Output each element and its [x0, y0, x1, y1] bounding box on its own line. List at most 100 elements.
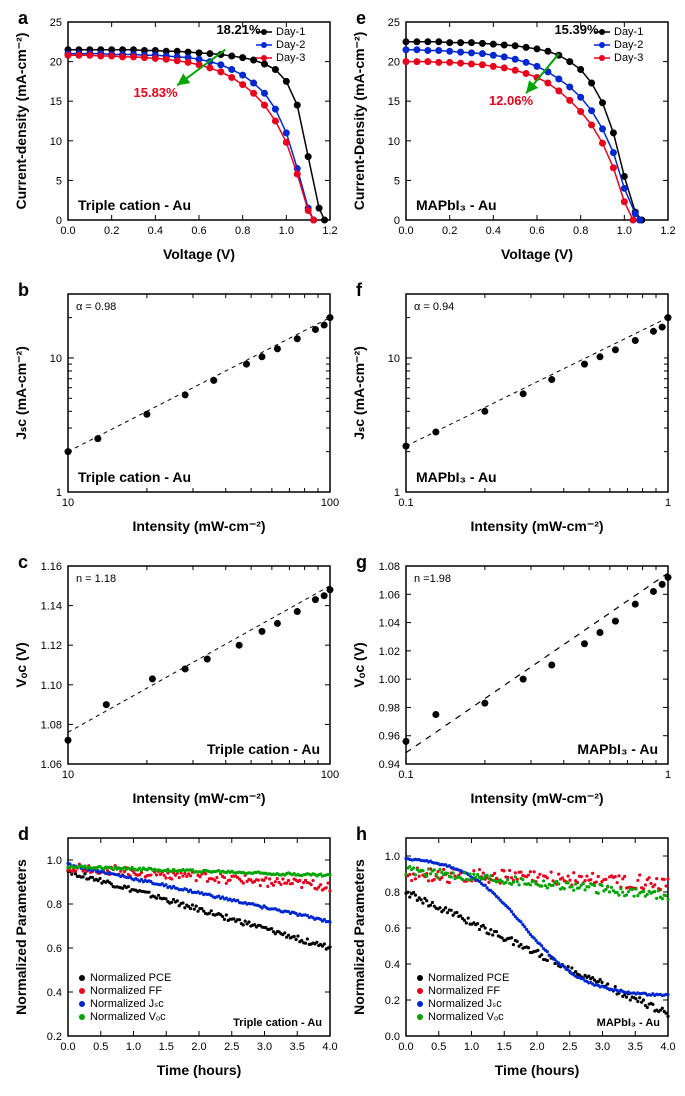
svg-text:0.0: 0.0 [60, 1041, 75, 1053]
svg-text:0: 0 [56, 215, 62, 227]
svg-text:1.08: 1.08 [41, 719, 62, 731]
svg-text:0.2: 0.2 [47, 1031, 62, 1043]
svg-text:Normalized Parameters: Normalized Parameters [351, 859, 367, 1015]
svg-text:Triple cation - Au: Triple cation - Au [78, 469, 191, 485]
svg-text:3.5: 3.5 [290, 1041, 305, 1053]
svg-text:1: 1 [394, 487, 400, 499]
svg-text:Vₒᴄ (V): Vₒᴄ (V) [351, 642, 367, 687]
svg-text:d: d [18, 826, 29, 844]
svg-text:Jₛᴄ (mA-cm⁻²): Jₛᴄ (mA-cm⁻²) [13, 346, 29, 440]
svg-text:Normalized Parameters: Normalized Parameters [13, 859, 29, 1015]
svg-text:1.5: 1.5 [159, 1041, 174, 1053]
svg-text:3.0: 3.0 [257, 1041, 272, 1053]
svg-text:0.1: 0.1 [398, 497, 413, 509]
svg-text:100: 100 [321, 769, 339, 781]
svg-text:1.02: 1.02 [379, 646, 400, 658]
svg-text:2.5: 2.5 [562, 1041, 577, 1053]
svg-text:MAPbI₃ - Au: MAPbI₃ - Au [597, 1017, 660, 1029]
svg-text:3.0: 3.0 [595, 1041, 610, 1053]
svg-text:10: 10 [388, 136, 400, 148]
svg-text:1.10: 1.10 [41, 680, 62, 692]
svg-text:4.0: 4.0 [322, 1041, 337, 1053]
svg-text:0.98: 0.98 [379, 702, 400, 714]
svg-text:1.06: 1.06 [379, 589, 400, 601]
svg-text:0.1: 0.1 [398, 769, 413, 781]
svg-text:1.0: 1.0 [617, 225, 632, 237]
svg-text:1.0: 1.0 [279, 225, 294, 237]
svg-text:Day-3: Day-3 [276, 52, 305, 64]
svg-text:Time (hours): Time (hours) [495, 1062, 580, 1078]
svg-text:α = 0.98: α = 0.98 [76, 301, 116, 313]
svg-text:Jₛᴄ (mA-cm⁻²): Jₛᴄ (mA-cm⁻²) [351, 346, 367, 440]
svg-text:10: 10 [388, 353, 400, 365]
svg-text:0.0: 0.0 [60, 225, 75, 237]
panel-g: 0.110.940.960.981.001.021.041.061.08Inte… [348, 554, 678, 814]
svg-text:Day-2: Day-2 [614, 39, 643, 51]
svg-text:0.8: 0.8 [47, 899, 62, 911]
svg-text:1.06: 1.06 [41, 759, 62, 771]
svg-text:Normalized PCE: Normalized PCE [428, 972, 509, 984]
svg-text:h: h [356, 826, 367, 844]
svg-text:0.8: 0.8 [235, 225, 250, 237]
svg-text:0.8: 0.8 [573, 225, 588, 237]
svg-text:Triple cation - Au: Triple cation - Au [78, 197, 191, 213]
panel-b: 10100110Intensity (mW-cm⁻²)Jₛᴄ (mA-cm⁻²)… [10, 282, 340, 542]
svg-text:Voltage (V): Voltage (V) [501, 246, 573, 262]
panel-f: 0.11110Intensity (mW-cm⁻²)Jₛᴄ (mA-cm⁻²)α… [348, 282, 678, 542]
svg-text:MAPbI₃ - Au: MAPbI₃ - Au [416, 469, 497, 485]
figure-grid: 0.00.20.40.60.81.01.20510152025Voltage (… [10, 10, 675, 1086]
svg-text:Triple cation - Au: Triple cation - Au [233, 1017, 322, 1029]
svg-text:g: g [356, 554, 367, 572]
svg-text:MAPbI₃ - Au: MAPbI₃ - Au [577, 741, 658, 757]
svg-text:0.2: 0.2 [104, 225, 119, 237]
svg-text:0.8: 0.8 [385, 887, 400, 899]
svg-text:1.16: 1.16 [41, 561, 62, 573]
svg-text:0.0: 0.0 [398, 225, 413, 237]
svg-text:1.14: 1.14 [41, 601, 62, 613]
svg-text:3.5: 3.5 [628, 1041, 643, 1053]
svg-text:10: 10 [50, 353, 62, 365]
svg-text:1.0: 1.0 [464, 1041, 479, 1053]
svg-text:0.6: 0.6 [191, 225, 206, 237]
svg-text:1.0: 1.0 [47, 855, 62, 867]
svg-text:2.5: 2.5 [224, 1041, 239, 1053]
svg-text:10: 10 [62, 497, 74, 509]
svg-text:Triple cation - Au: Triple cation - Au [207, 741, 320, 757]
svg-text:0.94: 0.94 [379, 759, 400, 771]
svg-text:e: e [356, 10, 366, 28]
svg-text:n = 1.18: n = 1.18 [76, 573, 116, 585]
svg-text:5: 5 [394, 175, 400, 187]
svg-text:Vₒᴄ (V): Vₒᴄ (V) [13, 642, 29, 687]
svg-text:a: a [18, 10, 29, 28]
panel-c: 101001.061.081.101.121.141.16Intensity (… [10, 554, 340, 814]
svg-text:Voltage (V): Voltage (V) [163, 246, 235, 262]
svg-text:1.12: 1.12 [41, 640, 62, 652]
svg-text:Day-3: Day-3 [614, 52, 643, 64]
svg-text:Normalized Jₛᴄ: Normalized Jₛᴄ [90, 998, 164, 1010]
svg-text:25: 25 [50, 17, 62, 29]
svg-text:5: 5 [56, 175, 62, 187]
svg-text:1.5: 1.5 [497, 1041, 512, 1053]
svg-text:α = 0.94: α = 0.94 [414, 301, 454, 313]
svg-text:15: 15 [388, 96, 400, 108]
svg-text:Normalized FF: Normalized FF [428, 985, 500, 997]
svg-text:Current-Density (mA-cm⁻²): Current-Density (mA-cm⁻²) [351, 32, 367, 211]
svg-text:c: c [18, 554, 28, 572]
svg-text:100: 100 [321, 497, 339, 509]
svg-text:Normalized PCE: Normalized PCE [90, 972, 171, 984]
svg-text:b: b [18, 282, 29, 300]
svg-text:25: 25 [388, 17, 400, 29]
svg-text:0: 0 [394, 215, 400, 227]
svg-text:1.04: 1.04 [379, 618, 400, 630]
svg-text:1.0: 1.0 [126, 1041, 141, 1053]
svg-text:Day-2: Day-2 [276, 39, 305, 51]
svg-text:Normalized Vₒᴄ: Normalized Vₒᴄ [428, 1011, 504, 1023]
svg-text:Normalized Vₒᴄ: Normalized Vₒᴄ [90, 1011, 166, 1023]
svg-text:0.4: 0.4 [47, 987, 62, 999]
svg-text:15: 15 [50, 96, 62, 108]
svg-text:18.21%: 18.21% [216, 22, 261, 37]
svg-text:0.0: 0.0 [385, 1031, 400, 1043]
svg-text:Day-1: Day-1 [276, 26, 305, 38]
svg-text:0.6: 0.6 [385, 923, 400, 935]
svg-text:20: 20 [388, 57, 400, 69]
